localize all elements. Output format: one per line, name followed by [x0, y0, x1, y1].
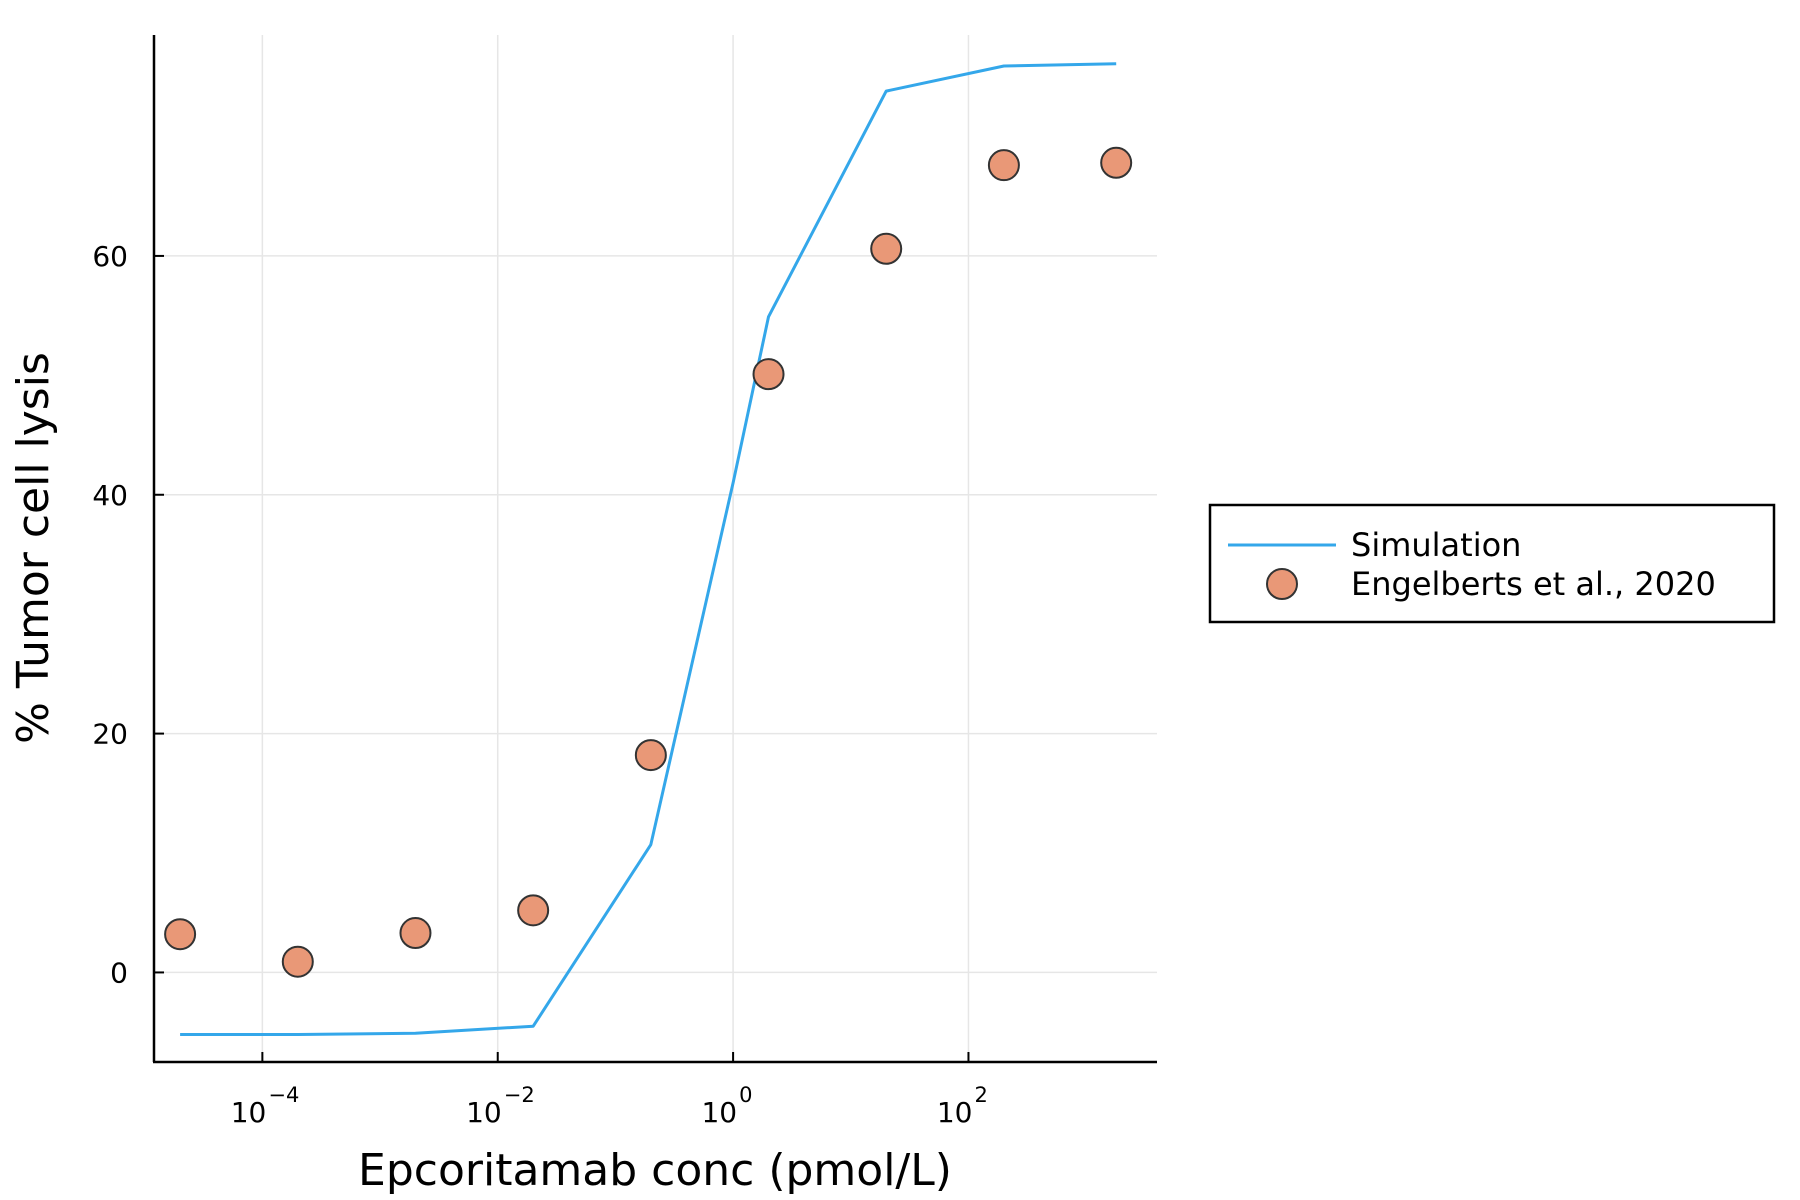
series-line-simulation [180, 62, 1117, 1036]
y-tick-label: 60 [92, 240, 128, 273]
y-axis-title: % Tumor cell lysis [8, 352, 59, 744]
plot-area [164, 62, 1133, 1036]
x-tick-label: 100 [701, 1083, 752, 1129]
legend-label-engelberts: Engelberts et al., 2020 [1351, 565, 1716, 603]
x-tick-base: 10 [937, 1096, 973, 1129]
x-tick-base: 10 [701, 1096, 737, 1129]
x-axis-title: Epcoritamab conc (pmol/L) [358, 1145, 952, 1196]
x-tick-exponent: 0 [739, 1083, 752, 1107]
x-tick-base: 10 [231, 1096, 267, 1129]
y-tick-label: 0 [110, 956, 128, 989]
x-tick-exponent: 2 [974, 1083, 987, 1107]
x-tick-exponent: −2 [504, 1083, 535, 1107]
data-point [164, 918, 197, 951]
data-point [870, 232, 903, 265]
data-point [281, 945, 314, 978]
x-tick-label: 102 [937, 1083, 988, 1129]
data-point [517, 894, 550, 927]
x-tick-label: 10−2 [466, 1083, 535, 1129]
y-tick-label: 40 [92, 479, 128, 512]
grid [154, 35, 1157, 1062]
legend-marker-engelberts [1266, 568, 1298, 600]
legend-label-simulation: Simulation [1351, 526, 1521, 564]
data-point [399, 917, 432, 950]
axes [152, 35, 1157, 1064]
legend-box [1208, 503, 1776, 624]
data-point [1100, 146, 1133, 179]
x-tick-base: 10 [466, 1096, 502, 1129]
x-tick-exponent: −4 [268, 1083, 299, 1107]
data-point [987, 149, 1020, 182]
legend: Simulation Engelberts et al., 2020 [1208, 503, 1776, 624]
data-point [634, 739, 667, 772]
data-point [752, 358, 785, 391]
y-tick-label: 20 [92, 718, 128, 751]
x-tick-label: 10−4 [231, 1083, 300, 1129]
